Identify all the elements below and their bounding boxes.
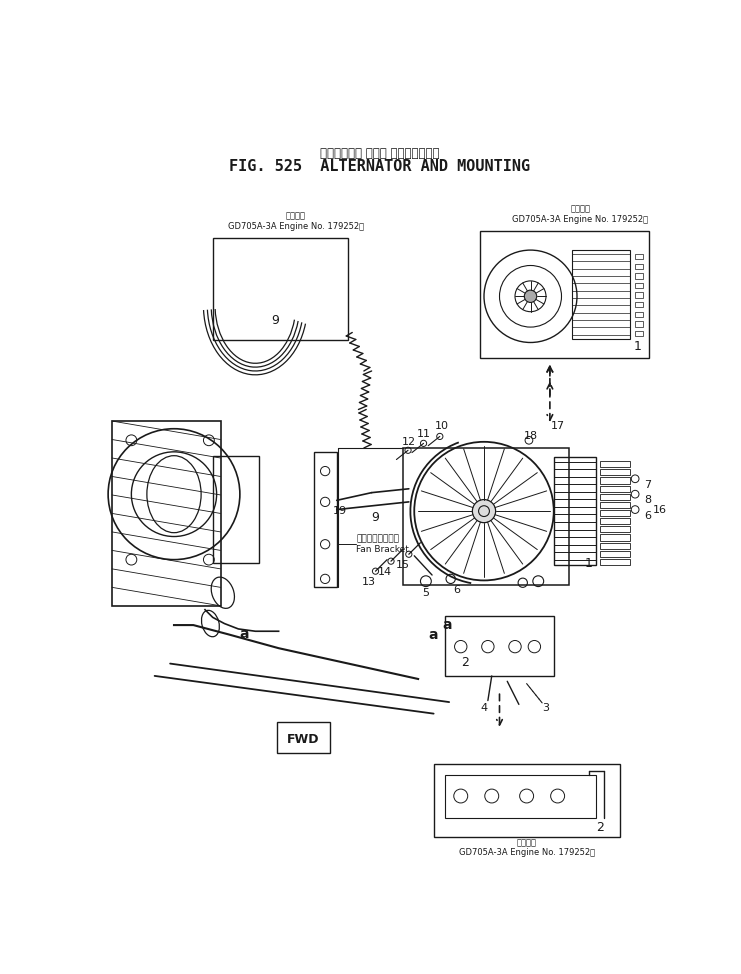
Bar <box>600 550 630 557</box>
Text: 14: 14 <box>378 567 392 577</box>
Bar <box>635 321 643 326</box>
Text: 適用号機
GD705A-3A Engine No. 179252～: 適用号機 GD705A-3A Engine No. 179252～ <box>459 838 595 857</box>
Text: 19: 19 <box>333 506 347 516</box>
Text: 17: 17 <box>551 422 565 431</box>
Text: a: a <box>443 618 452 632</box>
Bar <box>635 292 643 298</box>
Text: 11: 11 <box>417 430 431 439</box>
Text: 18: 18 <box>523 431 537 440</box>
Bar <box>445 775 597 817</box>
Bar <box>402 448 569 585</box>
Text: FIG. 525  ALTERNATOR AND MOUNTING: FIG. 525 ALTERNATOR AND MOUNTING <box>229 160 530 174</box>
Bar <box>433 764 619 837</box>
Text: 9: 9 <box>270 315 279 327</box>
Text: 16: 16 <box>653 505 667 514</box>
Bar <box>213 238 348 340</box>
Bar <box>635 264 643 269</box>
Bar <box>635 273 643 279</box>
Bar <box>635 331 643 336</box>
Bar <box>600 510 630 516</box>
Circle shape <box>472 500 496 523</box>
Bar <box>600 461 630 468</box>
Bar <box>635 254 643 259</box>
Text: 4: 4 <box>480 703 488 713</box>
Text: 2: 2 <box>461 656 468 668</box>
Text: 7: 7 <box>644 480 651 490</box>
Bar <box>600 485 630 492</box>
Bar <box>213 456 259 564</box>
Bar <box>635 302 643 308</box>
Bar <box>635 282 643 288</box>
Text: 5: 5 <box>422 587 429 598</box>
Bar <box>313 452 336 586</box>
Bar <box>600 559 630 565</box>
Text: ファンブラケット
Fan Bracket: ファンブラケット Fan Bracket <box>356 535 409 554</box>
Text: 15: 15 <box>396 560 410 570</box>
Bar <box>600 526 630 533</box>
Bar <box>600 518 630 524</box>
Bar <box>445 616 554 676</box>
Circle shape <box>525 290 536 303</box>
Text: a: a <box>239 627 248 641</box>
Bar <box>600 494 630 500</box>
Bar <box>600 469 630 475</box>
Bar <box>600 477 630 483</box>
Bar <box>571 250 630 339</box>
Text: 10: 10 <box>434 422 448 431</box>
Bar <box>635 312 643 318</box>
Text: 適用号機
GD705A-3A Engine No. 179252～: 適用号機 GD705A-3A Engine No. 179252～ <box>227 211 364 231</box>
Text: a: a <box>429 628 439 642</box>
Bar <box>112 421 221 606</box>
Text: オルタネータ および マウンティング: オルタネータ および マウンティング <box>319 147 439 161</box>
Bar <box>277 722 330 753</box>
Text: 適用号機
GD705A-3A Engine No. 179252～: 適用号機 GD705A-3A Engine No. 179252～ <box>512 205 648 224</box>
Text: 2: 2 <box>597 821 604 834</box>
Text: 6: 6 <box>453 584 460 595</box>
Text: FWD: FWD <box>288 732 319 745</box>
Bar <box>600 543 630 548</box>
Text: 3: 3 <box>542 703 550 713</box>
Text: 8: 8 <box>644 496 651 506</box>
Bar <box>600 502 630 508</box>
Text: 1: 1 <box>634 340 642 353</box>
Text: 9: 9 <box>371 510 379 524</box>
Bar <box>554 457 597 565</box>
Text: 13: 13 <box>362 577 376 587</box>
Text: 6: 6 <box>644 510 651 521</box>
Bar <box>480 231 649 357</box>
Bar <box>600 535 630 541</box>
Text: 12: 12 <box>402 436 416 447</box>
Text: 1: 1 <box>585 557 593 570</box>
